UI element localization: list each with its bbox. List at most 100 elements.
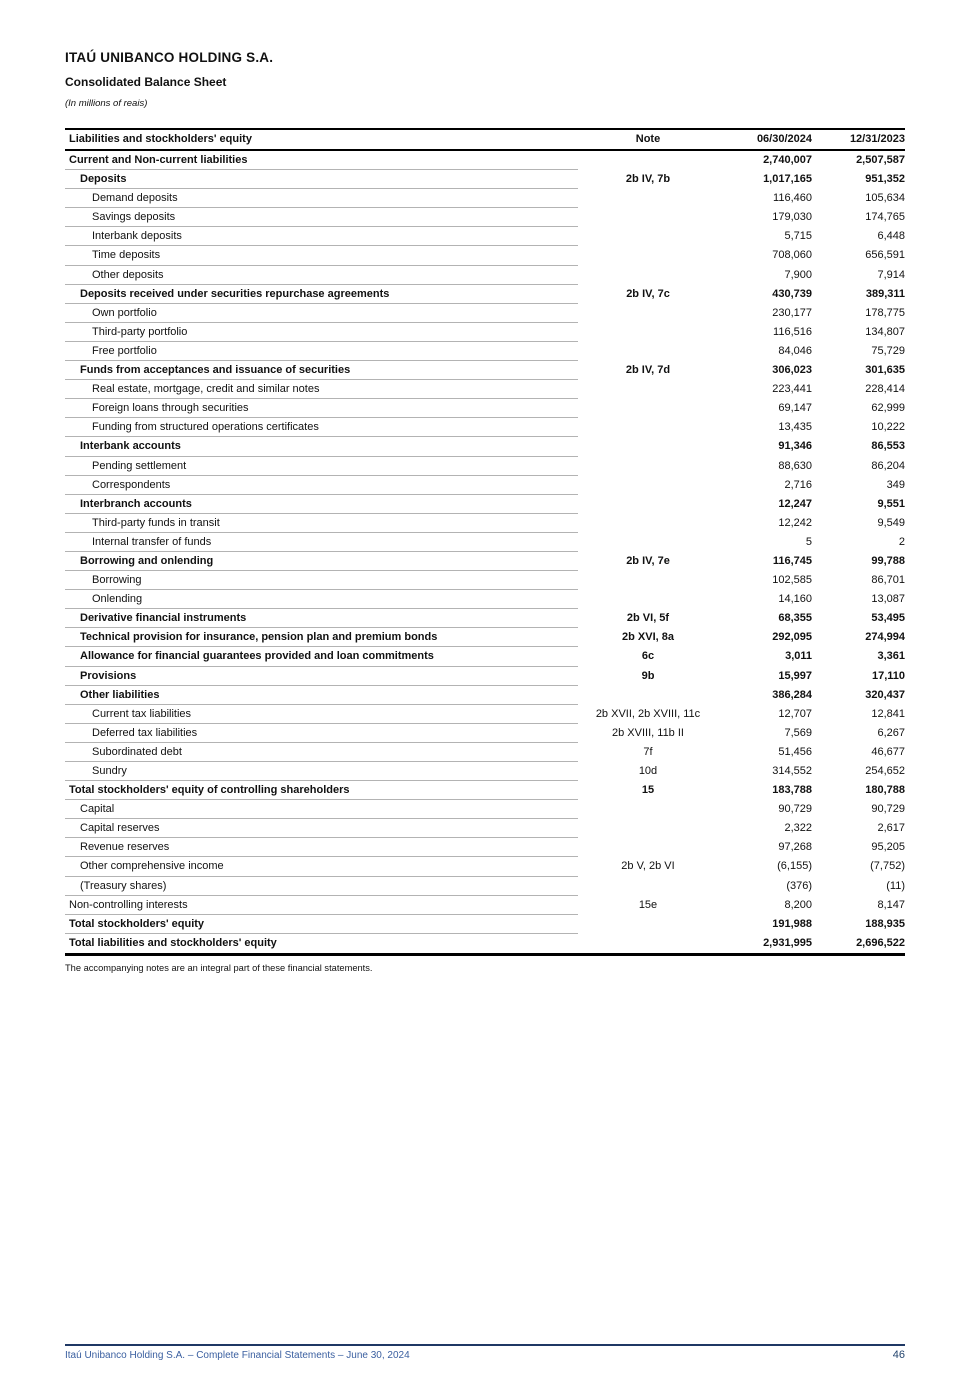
row-note	[578, 323, 718, 342]
row-note	[578, 457, 718, 476]
table-row: Pending settlement 88,630 86,204	[65, 457, 905, 476]
page-footer: Itaú Unibanco Holding S.A. – Complete Fi…	[65, 1344, 905, 1361]
row-note	[578, 151, 718, 170]
row-value-2023: 86,553	[871, 440, 905, 453]
unit-note: (In millions of reais)	[65, 98, 148, 109]
row-value-2023: 174,765	[865, 211, 905, 224]
table-row: Time deposits 708,060 656,591	[65, 246, 905, 266]
row-note	[578, 342, 718, 361]
row-note: 15e	[638, 898, 658, 911]
row-label: Revenue reserves	[65, 838, 578, 858]
row-value-2024: 2,931,995	[763, 936, 812, 949]
row-label: Internal transfer of funds	[65, 533, 578, 552]
table-row: Non-controlling interests 15e 8,200 8,14…	[65, 896, 905, 915]
row-label: Deposits	[65, 170, 578, 190]
row-value-2024: 430,739	[772, 287, 812, 300]
row-value-2024: 230,177	[772, 306, 812, 319]
row-note	[578, 877, 718, 896]
row-value-2023: 17,110	[871, 669, 905, 682]
row-value-2023: 99,788	[871, 554, 905, 567]
table-row: Other deposits 7,900 7,914	[65, 266, 905, 285]
row-label: Onlending	[65, 590, 578, 610]
row-label: Total stockholders' equity	[65, 915, 578, 934]
row-label: Free portfolio	[65, 342, 578, 362]
row-label: Total stockholders' equity of controllin…	[65, 781, 578, 801]
table-row: Third-party portfolio 116,516 134,807	[65, 323, 905, 342]
row-note	[578, 686, 718, 705]
table-row: Capital 90,729 90,729	[65, 800, 905, 820]
row-note	[578, 437, 718, 456]
row-value-2023: 188,935	[865, 917, 905, 930]
table-row: Own portfolio 230,177 178,775	[65, 304, 905, 323]
row-label: Other deposits	[65, 266, 578, 285]
row-value-2024: 314,552	[772, 765, 812, 777]
row-label: Other liabilities	[65, 686, 578, 705]
row-value-2023: 228,414	[865, 383, 905, 396]
table-row: Sundry 10d 314,552 254,652	[65, 762, 905, 782]
footer-document-label: Itaú Unibanco Holding S.A. – Complete Fi…	[65, 1350, 410, 1361]
table-row: Deposits 2b IV, 7b 1,017,165 951,352	[65, 170, 905, 190]
row-label: Funding from structured operations certi…	[65, 418, 578, 438]
row-label: Interbank deposits	[65, 227, 578, 247]
table-row: Deferred tax liabilities 2b XVIII, 11b I…	[65, 724, 905, 743]
row-value-2023: 349	[886, 478, 905, 491]
table-row: Total liabilities and stockholders' equi…	[65, 934, 905, 953]
column-header-2024: 06/30/2024	[756, 133, 812, 145]
row-note	[578, 571, 718, 590]
row-value-2024: 8,200	[784, 898, 812, 911]
row-label: Demand deposits	[65, 189, 578, 209]
row-value-2024: 1,017,165	[763, 173, 812, 186]
row-value-2024: 116,745	[772, 554, 812, 567]
row-note: 15	[641, 784, 655, 797]
table-row: Free portfolio 84,046 75,729	[65, 342, 905, 362]
row-value-2023: 656,591	[865, 249, 905, 262]
table-row: Savings deposits 179,030 174,765	[65, 208, 905, 228]
row-label: Non-controlling interests	[65, 896, 578, 915]
table-row: Demand deposits 116,460 105,634	[65, 189, 905, 209]
table-row: Interbank accounts 91,346 86,553	[65, 437, 905, 457]
table-header-row: Liabilities and stockholders' equity Not…	[65, 130, 905, 151]
row-value-2023: 46,677	[871, 745, 905, 758]
row-label: Technical provision for insurance, pensi…	[65, 628, 578, 648]
row-note	[578, 590, 718, 609]
row-value-2024: 191,988	[772, 917, 812, 930]
row-label: Borrowing	[65, 571, 578, 591]
row-value-2024: 2,740,007	[763, 154, 812, 166]
row-value-2023: 86,204	[871, 459, 905, 472]
row-value-2023: 7,914	[877, 268, 905, 281]
table-row: Funds from acceptances and issuance of s…	[65, 361, 905, 381]
row-note: 2b IV, 7d	[625, 364, 671, 377]
row-note	[578, 189, 718, 208]
row-value-2024: 97,268	[778, 841, 812, 854]
company-name: ITAÚ UNIBANCO HOLDING S.A.	[65, 50, 274, 65]
row-value-2024: 306,023	[772, 364, 812, 377]
row-label: Interbank accounts	[65, 437, 578, 457]
row-note	[578, 266, 718, 285]
row-label: Current and Non-current liabilities	[65, 151, 578, 171]
table-row: Current tax liabilities 2b XVII, 2b XVII…	[65, 705, 905, 724]
row-label: Foreign loans through securities	[65, 399, 578, 419]
row-value-2024: (6,155)	[777, 860, 812, 873]
table-body: Current and Non-current liabilities 2,74…	[65, 151, 905, 953]
row-note	[578, 208, 718, 227]
row-value-2024: 5	[805, 535, 812, 548]
row-value-2023: 180,788	[865, 784, 905, 797]
row-label: Third-party portfolio	[65, 323, 578, 342]
row-value-2024: 183,788	[772, 784, 812, 797]
table-row: Subordinated debt 7f 51,456 46,677	[65, 743, 905, 762]
row-value-2023: 254,652	[865, 765, 905, 777]
row-value-2023: 9,551	[877, 497, 905, 510]
row-value-2024: 90,729	[778, 803, 812, 816]
row-label: Capital reserves	[65, 819, 578, 839]
row-note	[578, 246, 718, 265]
table-row: Capital reserves 2,322 2,617	[65, 819, 905, 839]
row-note: 2b XVIII, 11b II	[612, 726, 684, 739]
column-header-note: Note	[635, 133, 661, 145]
row-label: Savings deposits	[65, 208, 578, 228]
row-value-2024: 5,715	[784, 230, 812, 243]
row-note: 6c	[641, 650, 655, 663]
page-number: 46	[892, 1349, 905, 1361]
row-value-2024: 15,997	[778, 669, 812, 682]
table-row: Other liabilities 386,284 320,437	[65, 686, 905, 705]
